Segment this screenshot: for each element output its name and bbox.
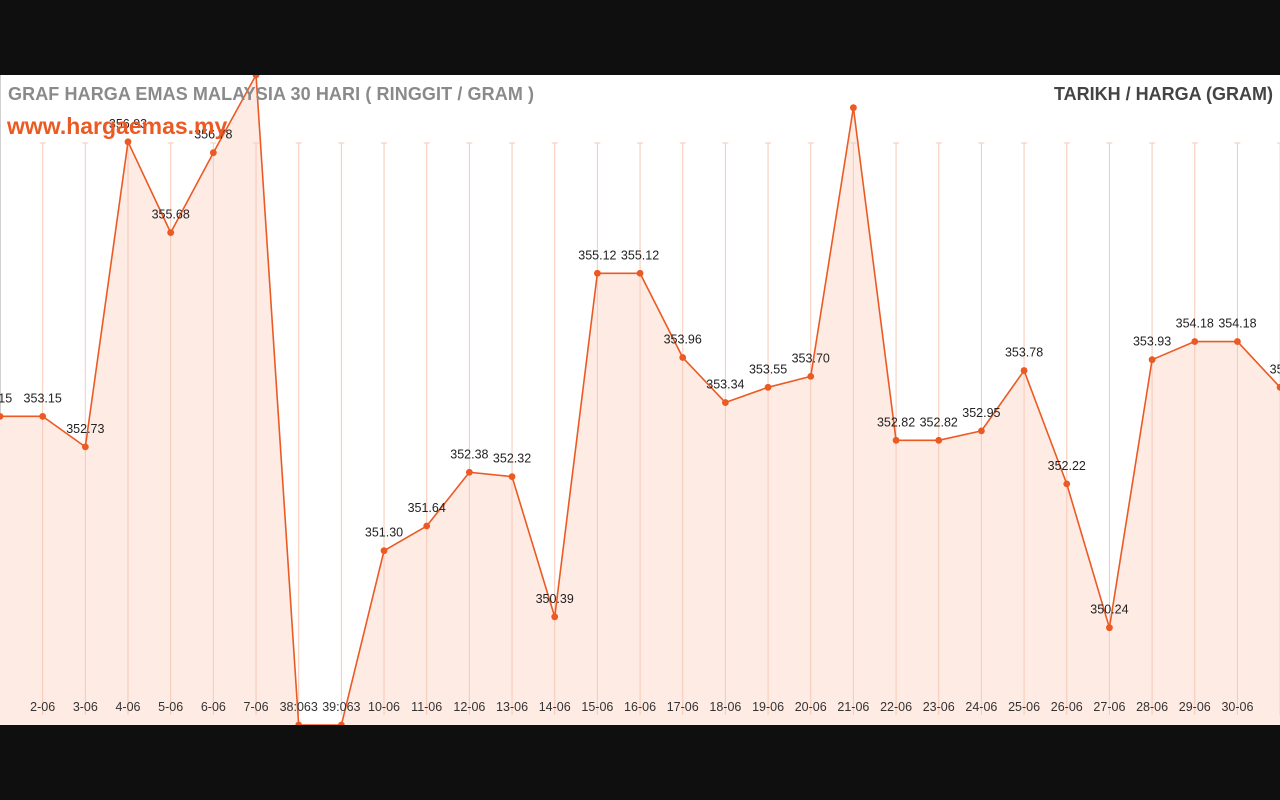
x-tick-label: 28-06	[1136, 700, 1168, 714]
data-label: 354.18	[1176, 317, 1214, 331]
data-point	[1276, 383, 1280, 391]
data-point	[508, 473, 516, 481]
data-label: 356.93	[109, 117, 147, 131]
data-point	[636, 269, 644, 277]
data-point	[465, 468, 473, 476]
data-point	[252, 75, 260, 79]
data-label: 355.12	[621, 248, 659, 262]
x-tick-label: 21-06	[837, 700, 869, 714]
data-label: 3.15	[0, 391, 12, 405]
data-label: 351.30	[365, 526, 403, 540]
data-point	[81, 443, 89, 451]
x-tick-label: 16-06	[624, 700, 656, 714]
data-point	[850, 104, 857, 112]
data-label: 352.73	[66, 422, 104, 436]
data-label: 356.78	[194, 128, 232, 142]
chart-title: GRAF HARGA EMAS MALAYSIA 30 HARI ( RINGG…	[8, 84, 535, 104]
data-point	[1020, 367, 1028, 374]
data-point	[167, 229, 175, 236]
x-tick-label: 20-06	[795, 700, 827, 714]
x-tick-label: 6-06	[201, 700, 226, 714]
data-label: 352.95	[962, 406, 1000, 420]
x-tick-label: 23-06	[923, 700, 955, 714]
data-point	[1234, 338, 1241, 345]
x-tick-label: 29-06	[1179, 700, 1211, 714]
data-point	[337, 721, 345, 725]
data-point	[209, 149, 217, 157]
data-point	[39, 412, 47, 420]
x-tick-label: 17-06	[667, 700, 699, 714]
x-tick-label: 7-06	[244, 700, 269, 714]
data-label: 350.39	[536, 592, 574, 606]
data-point	[764, 383, 772, 391]
data-label: 353	[1270, 362, 1280, 376]
data-label: 354.18	[1218, 317, 1256, 331]
data-point	[295, 721, 303, 725]
data-label: 352.22	[1048, 459, 1086, 473]
data-label: 353.78	[1005, 346, 1043, 360]
x-tick-label: 25-06	[1008, 700, 1040, 714]
x-tick-label: 10-06	[368, 700, 400, 714]
x-tick-label: 19-06	[752, 700, 784, 714]
data-label: 353.34	[706, 378, 744, 392]
x-tick-label: 15-06	[581, 700, 613, 714]
data-point	[721, 399, 729, 406]
x-tick-label: 22-06	[880, 700, 912, 714]
x-tick-label: 3-06	[73, 700, 98, 714]
x-tick-label: 38:063	[280, 700, 318, 714]
data-point	[0, 412, 4, 420]
x-tick-label: 11-06	[411, 700, 442, 714]
x-tick-label: 26-06	[1051, 700, 1083, 714]
data-point	[679, 354, 687, 361]
data-point	[1148, 356, 1156, 364]
chart-panel: 3.15 353.15 352.73 356.93 355.68 356.78 351.30…	[0, 75, 1280, 725]
data-label: 350.24	[1090, 603, 1128, 617]
data-label: 353.93	[1133, 335, 1171, 349]
x-tick-label: 14-06	[539, 700, 571, 714]
legend-label: TARIKH / HARGA (GRAM)	[1054, 84, 1273, 104]
data-label: 355.68	[152, 208, 190, 222]
data-point	[423, 522, 431, 530]
x-tick-label: 18-06	[709, 700, 741, 714]
data-point	[892, 436, 900, 444]
x-tick-label: 4-06	[115, 700, 140, 714]
data-label: 352.82	[920, 415, 958, 429]
data-point	[380, 547, 388, 555]
data-label: 353.15	[24, 391, 62, 405]
data-point	[593, 269, 601, 277]
data-point	[935, 436, 943, 444]
x-tick-label: 5-06	[158, 700, 183, 714]
data-label: 353.70	[792, 351, 830, 365]
data-label: 352.32	[493, 452, 531, 466]
x-tick-label: 39:063	[322, 700, 360, 714]
data-label: 351.64	[408, 501, 446, 515]
data-label: 355.12	[578, 248, 616, 262]
data-point	[124, 138, 132, 146]
x-tick-label: 30-06	[1221, 700, 1253, 714]
data-point	[1063, 480, 1071, 488]
gold-price-chart: 3.15 353.15 352.73 356.93 355.68 356.78 351.30…	[0, 75, 1280, 725]
site-url[interactable]: www.hargaemas.my	[7, 113, 228, 139]
data-label: 353.55	[749, 362, 787, 376]
data-label: 353.96	[664, 333, 702, 347]
data-label: 352.82	[877, 415, 915, 429]
data-point	[807, 372, 815, 380]
chart-left-edge	[0, 75, 1, 725]
x-tick-label: 27-06	[1093, 700, 1125, 714]
data-point	[551, 613, 559, 621]
data-point	[978, 427, 985, 435]
x-tick-label: 24-06	[965, 700, 997, 714]
data-point	[1106, 624, 1113, 632]
data-label: 352.38	[450, 447, 488, 461]
data-point	[1191, 338, 1199, 345]
x-tick-label: 12-06	[453, 700, 485, 714]
x-tick-label: 13-06	[496, 700, 528, 714]
x-tick-label: 2-06	[30, 700, 55, 714]
